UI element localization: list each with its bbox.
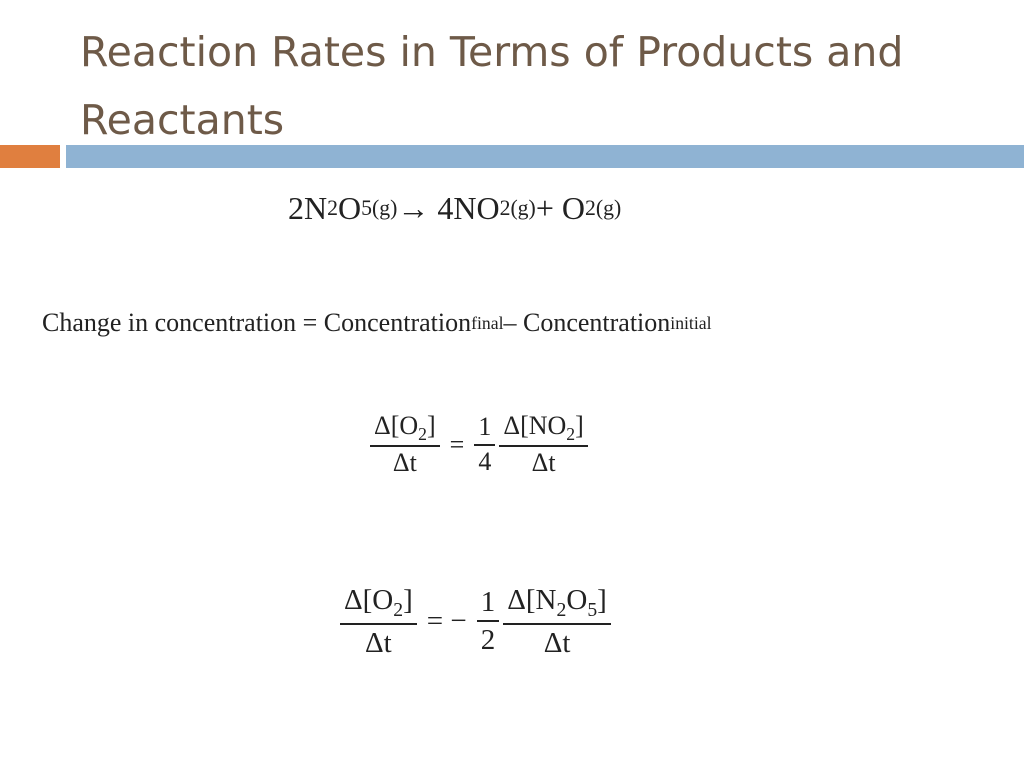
accent-bar: [0, 145, 60, 168]
subscript: initial: [670, 312, 712, 333]
subscript: final: [471, 312, 504, 333]
text: ]: [597, 584, 607, 616]
text: ]: [427, 411, 436, 440]
text: → 4NO: [397, 190, 500, 226]
definition: Change in concentration = Concentration f…: [42, 308, 712, 338]
numerator: Δ[O2]: [342, 582, 415, 623]
denominator: Δt: [370, 445, 440, 480]
subscript: 5(g): [361, 196, 398, 220]
operator: =: [449, 429, 465, 459]
subscript: 2: [566, 424, 576, 445]
reaction-equation: 2N 2 O 5(g) → 4NO 2(g) + O 2(g): [288, 190, 621, 227]
subscript: 2: [556, 598, 567, 621]
text: Δ[NO: [503, 411, 567, 440]
numerator: Δ[NO2]: [501, 410, 585, 445]
subscript: 2: [418, 424, 427, 445]
text: Δ[N: [507, 584, 557, 616]
text: Δ[O: [344, 584, 394, 616]
subscript: 2(g): [584, 196, 622, 220]
slide-title: Reaction Rates in Terms of Products and …: [80, 28, 904, 144]
fraction: Δ[O2] Δt: [370, 410, 440, 480]
fraction: Δ[NO2] Δt: [499, 410, 588, 480]
fraction: Δ[N2O5] Δt: [503, 582, 611, 661]
text: + O: [535, 190, 585, 226]
text: ]: [575, 411, 584, 440]
text: ]: [403, 584, 413, 616]
numerator: Δ[O2]: [372, 410, 438, 445]
fraction: Δ[O2] Δt: [340, 582, 417, 661]
text: Change in concentration = Concentration: [42, 308, 472, 337]
text: Δ[O: [374, 411, 419, 440]
rate-equation: Δ[O2] Δt = 1 4 Δ[NO2] Δt: [368, 410, 590, 480]
denominator: Δt: [503, 622, 611, 661]
numerator: 1: [478, 412, 492, 442]
text: 2N: [288, 190, 328, 226]
text: O: [566, 584, 588, 616]
text: – Concentration: [503, 308, 671, 337]
denominator: Δt: [340, 622, 417, 661]
denominator: 4: [474, 443, 496, 479]
subscript: 2(g): [499, 196, 536, 220]
numerator: Δ[N2O5]: [505, 582, 609, 623]
text: O: [337, 190, 362, 226]
subscript: 2: [393, 598, 404, 621]
numerator: 1: [480, 586, 496, 619]
denominator: 2: [476, 620, 500, 658]
subscript: 2: [327, 196, 338, 220]
rate-equation: Δ[O2] Δt = −1 2 Δ[N2O5] Δt: [338, 582, 613, 661]
subscript: 5: [587, 598, 598, 621]
divider-bar: [66, 145, 1024, 168]
denominator: Δt: [499, 445, 588, 480]
operator: = −: [426, 604, 467, 637]
